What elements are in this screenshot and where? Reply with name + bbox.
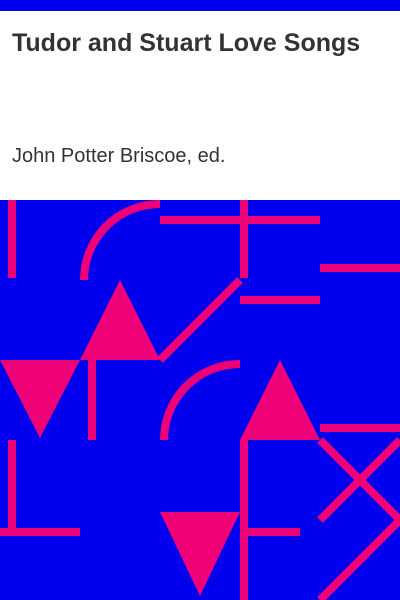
triangle-down-2 — [160, 512, 240, 596]
arc-2 — [160, 360, 241, 441]
triangle-up-1 — [80, 280, 160, 360]
book-title: Tudor and Stuart Love Songs — [12, 29, 361, 57]
diagonal-3 — [317, 437, 400, 523]
pattern-strokes — [80, 200, 400, 600]
diagonal-1 — [157, 277, 243, 363]
triangle-down-1 — [0, 360, 80, 438]
book-author: John Potter Briscoe, ed. — [12, 145, 226, 167]
pattern-shapes — [0, 200, 400, 600]
diagonal-4 — [317, 517, 400, 600]
arc-1 — [80, 200, 161, 281]
cover-pattern — [0, 200, 400, 600]
top-color-bar — [0, 0, 400, 11]
triangle-up-2 — [240, 360, 320, 440]
